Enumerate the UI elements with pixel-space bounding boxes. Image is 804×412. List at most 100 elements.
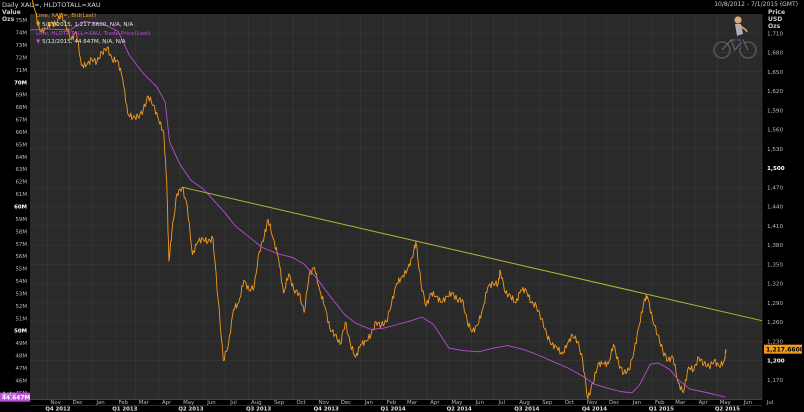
quarter-tick-label: Q1 2013 <box>112 407 137 412</box>
quarter-tick-label: Q2 2013 <box>178 407 203 412</box>
series-gold-line <box>32 0 727 400</box>
month-tick-label: Nov <box>319 400 330 406</box>
left-axis-title-l2: Ozs <box>2 16 15 23</box>
left-tick-label: 52M <box>15 304 27 310</box>
month-tick-label: Nov <box>587 400 598 406</box>
auto-scale-toggle[interactable]: Auto <box>2 391 16 398</box>
left-tick-label: 61M <box>15 192 27 198</box>
holdings-last-tag-bg <box>0 392 30 402</box>
left-tick-label: 71M <box>15 68 27 74</box>
left-tick-label: 65M <box>15 142 27 148</box>
right-tick-label: 1,440 <box>767 205 783 211</box>
right-axis-title-l3: Ozs <box>768 23 781 30</box>
quarter-tick-label: Q2 2014 <box>447 407 472 412</box>
quarter-tick-label: Q2 2015 <box>715 407 740 412</box>
right-tick-label: 1,170 <box>767 378 783 384</box>
month-tick-label: Sep <box>542 400 553 406</box>
quarter-tick-label: Q4 2014 <box>582 407 607 412</box>
right-axis-ticks: 1,170 1,200 1,230 1,260 1,290 1,320 1,350 1,380… <box>767 31 785 384</box>
legend-holdings-value-text: 5/12/2015, 44.647M, N/A, N/A <box>42 39 126 46</box>
month-tick-label: Oct <box>296 400 305 406</box>
month-tick-label: Feb <box>655 400 665 406</box>
month-tick-label: Oct <box>565 400 574 406</box>
month-tick-label: Jan <box>632 400 641 406</box>
left-tick-label: 49M <box>15 341 27 347</box>
legend-gold-value-text: 5/13/2015, 1,217.6600, N/A, N/A <box>42 21 134 28</box>
month-tick-label: Mar <box>139 400 150 406</box>
month-tick-label: May <box>451 400 463 406</box>
left-tick-label: 46M <box>15 378 27 384</box>
left-tick-label: 63M <box>15 167 27 173</box>
legend-gold-value: ▼ 5/13/2015, 1,217.6600, N/A, N/A <box>36 21 134 28</box>
trend-line <box>181 186 763 322</box>
holdings-last-tag: 44.647M <box>2 395 30 401</box>
right-tick-label: 1,560 <box>767 128 783 134</box>
quarter-tick-label: Q1 2014 <box>380 407 405 412</box>
right-tick-label: 1,500 <box>767 166 785 172</box>
left-tick-label: 73M <box>15 43 27 49</box>
right-tick-label: 1,380 <box>767 243 783 249</box>
right-tick-label: 1,200 <box>767 359 785 365</box>
right-axis-title: Price USD Ozs <box>768 9 785 30</box>
legend-gold-name: Line, XAU=, Bid(Last) <box>36 13 97 19</box>
left-tick-label: 68M <box>15 105 27 111</box>
grid-lines <box>30 14 763 399</box>
legend-holdings-name: Line, HLDTOTALL=XAU, Trade Price(Last) <box>36 30 151 37</box>
right-tick-label: 1,650 <box>767 70 783 76</box>
month-tick-label: Apr <box>698 400 708 406</box>
month-tick-label: May <box>720 400 732 406</box>
month-tick-label: Jul <box>229 400 237 406</box>
gold-last-tag: 1,217.6600 <box>766 346 804 353</box>
month-tick-label: Dec <box>72 400 82 406</box>
month-tick-label: Aug <box>519 400 530 406</box>
month-tick-label: Apr <box>430 400 440 406</box>
right-axis-title-l1: Price <box>768 9 786 16</box>
month-tick-label: Jan <box>95 400 104 406</box>
right-axis-title-l2: USD <box>768 16 783 23</box>
month-tick-label: Jun <box>743 400 752 406</box>
right-tick-label: 1,290 <box>767 301 783 307</box>
left-tick-label: 72M <box>15 55 27 61</box>
month-tick-label: Jun <box>474 400 483 406</box>
left-tick-label: 54M <box>15 279 27 285</box>
month-tick-label: Dec <box>609 400 619 406</box>
month-tick-label: Jul <box>766 400 774 406</box>
month-tick-label: Feb <box>387 400 397 406</box>
left-tick-label: 55M <box>15 267 27 273</box>
quarter-tick-label: Q3 2014 <box>514 407 539 412</box>
right-tick-label: 1,530 <box>767 147 783 153</box>
series-holdings-line <box>29 21 726 398</box>
series-layer <box>29 0 763 400</box>
cyclist-icon <box>713 16 757 59</box>
left-axis-title: Value Ozs <box>2 9 21 23</box>
left-tick-label: 66M <box>15 130 27 136</box>
left-tick-label: 47M <box>15 366 27 372</box>
month-tick-label: Dec <box>341 400 351 406</box>
month-tick-label: Mar <box>407 400 418 406</box>
left-tick-label: 50M <box>14 329 27 335</box>
right-tick-label: 1,620 <box>767 89 783 95</box>
left-tick-label: 59M <box>15 217 27 223</box>
right-tick-label: 1,230 <box>767 339 783 345</box>
month-tick-label: Sep <box>274 400 285 406</box>
legend-holdings-value: ▼ 5/12/2015, 44.647M, N/A, N/A <box>36 39 126 46</box>
left-tick-label: 57M <box>15 242 27 248</box>
month-tick-label: Jan <box>364 400 373 406</box>
right-tick-label: 1,590 <box>767 108 783 114</box>
left-tick-label: 70M <box>14 80 27 86</box>
left-tick-label: 51M <box>15 316 27 322</box>
left-tick-label: 58M <box>15 229 27 235</box>
gold-last-tag-bg <box>764 344 802 354</box>
x-axis-ticks: Nov Dec Jan Feb Mar Apr May Jun Jul Aug Sep Oct Nov D… <box>30 399 774 412</box>
left-tick-label: 48M <box>15 354 27 360</box>
right-tick-label: 1,260 <box>767 320 783 326</box>
month-tick-label: Apr <box>162 400 172 406</box>
legend[interactable]: Line, XAU=, Bid(Last) ▼ 5/13/2015, 1,217… <box>36 12 150 47</box>
quarter-tick-label: Q4 2012 <box>45 407 70 412</box>
month-tick-label: May <box>183 400 195 406</box>
quarter-tick-label: Q4 2013 <box>314 407 339 412</box>
left-tick-label: 53M <box>15 291 27 297</box>
left-tick-label: 64M <box>15 155 27 161</box>
quarter-tick-label: Q1 2015 <box>649 407 674 412</box>
